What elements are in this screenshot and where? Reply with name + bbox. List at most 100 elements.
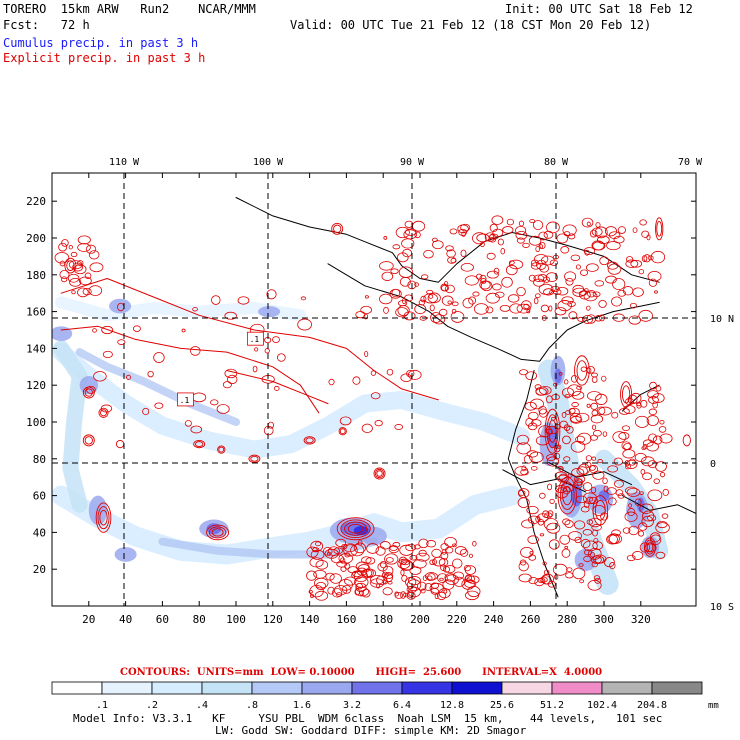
explicit-precip-contour <box>577 316 585 322</box>
explicit-precip-contour <box>485 306 494 314</box>
explicit-precip-contour <box>542 561 547 566</box>
explicit-precip-contour <box>646 234 651 241</box>
explicit-precip-contour <box>571 467 585 477</box>
explicit-precip-contour <box>489 234 494 240</box>
latitude-label: 10 S <box>710 602 734 613</box>
explicit-precip-contour <box>527 535 539 544</box>
explicit-precip-contour <box>69 278 82 287</box>
explicit-precip-contour <box>541 255 555 266</box>
model-physics: LW: Godd SW: Goddard DIFF: simple KM: 2D… <box>215 724 527 737</box>
explicit-precip-contour <box>489 236 496 243</box>
explicit-precip-contour <box>459 548 469 557</box>
precip-core-heavy <box>554 368 562 384</box>
explicit-precip-outline <box>60 325 320 414</box>
explicit-precip-contour <box>623 405 636 414</box>
explicit-precip-contour <box>539 533 545 537</box>
colorbar-label: 3.2 <box>343 700 361 711</box>
explicit-precip-contour <box>563 456 571 462</box>
explicit-precip-contour <box>551 416 556 421</box>
explicit-precip-contour <box>485 292 500 304</box>
explicit-precip-contour <box>604 226 618 237</box>
explicit-precip-contour <box>450 311 465 323</box>
explicit-precip-contour <box>632 287 644 297</box>
explicit-precip-contour <box>639 491 644 495</box>
explicit-precip-contour <box>412 559 427 569</box>
explicit-precip-contour <box>573 480 583 490</box>
explicit-precip-contour <box>472 540 477 547</box>
explicit-precip-contour <box>650 250 666 264</box>
explicit-precip-contour <box>533 297 539 305</box>
explicit-precip-contour <box>581 217 594 228</box>
explicit-precip-contour <box>611 411 619 419</box>
explicit-precip-contour <box>397 300 408 307</box>
explicit-precip-contour <box>397 558 411 569</box>
explicit-precip-contour <box>315 541 321 547</box>
explicit-precip-contour <box>594 226 608 239</box>
explicit-precip-contour <box>554 484 568 493</box>
explicit-precip-contour <box>585 263 599 272</box>
y-tick-label: 40 <box>33 526 46 539</box>
colorbar-swatch <box>101 681 153 695</box>
explicit-precip-contour <box>592 291 601 298</box>
precip-core-heavy <box>598 490 610 502</box>
explicit-precip-contour <box>60 276 68 283</box>
explicit-precip-contour <box>463 565 471 572</box>
explicit-precip-contour <box>465 574 472 582</box>
explicit-precip-contour <box>647 489 663 502</box>
explicit-precip-contour <box>444 281 449 287</box>
explicit-precip-contour <box>529 451 544 463</box>
explicit-precip-contour <box>642 444 648 450</box>
explicit-precip-contour <box>398 266 414 278</box>
explicit-precip-contour <box>403 311 416 321</box>
explicit-precip-contour <box>518 220 525 227</box>
explicit-precip-contour <box>541 573 554 585</box>
explicit-precip-contour <box>603 557 615 568</box>
explicit-precip-contour <box>596 406 606 416</box>
explicit-precip-contour <box>365 557 376 565</box>
precip-core-heavy <box>206 523 222 535</box>
explicit-precip-contour <box>568 311 578 320</box>
explicit-precip-contour <box>507 294 520 303</box>
explicit-precip-contour <box>586 403 591 408</box>
explicit-precip-contour <box>423 249 434 259</box>
longitude-label: 110 W <box>109 157 140 168</box>
explicit-precip-contour <box>585 455 592 462</box>
explicit-precip-contour <box>580 269 589 276</box>
explicit-precip-contour <box>618 432 630 440</box>
explicit-precip-contour <box>565 410 571 415</box>
explicit-precip-contour <box>655 217 664 241</box>
explicit-precip-contour <box>355 311 366 319</box>
explicit-precip-contour <box>418 538 429 549</box>
forecast-hour: Fcst: 72 h <box>3 18 90 32</box>
explicit-precip-contour <box>591 424 597 430</box>
explicit-precip-contour <box>518 488 530 499</box>
explicit-precip-contour <box>77 235 91 245</box>
explicit-precip-contour <box>300 296 307 301</box>
valid-time: Valid: 00 UTC Tue 21 Feb 12 (18 CST Mon … <box>290 18 652 32</box>
explicit-precip-contour <box>557 300 572 312</box>
precip-band-north <box>52 343 531 459</box>
explicit-precip-contour <box>560 483 575 493</box>
explicit-precip-contour <box>546 221 560 234</box>
precip-core <box>52 326 73 342</box>
explicit-precip-contour <box>543 230 554 239</box>
explicit-precip-contour <box>516 286 526 297</box>
explicit-precip-contour <box>364 351 369 357</box>
explicit-precip-contour <box>379 261 394 271</box>
explicit-precip-contour <box>208 526 227 539</box>
explicit-precip-contour <box>525 417 534 427</box>
explicit-precip-contour <box>606 241 621 251</box>
explicit-precip-contour <box>682 434 691 447</box>
explicit-precip-contour <box>594 556 602 564</box>
explicit-precip-contour <box>662 488 669 496</box>
explicit-precip-contour <box>648 433 658 443</box>
explicit-precip-contour <box>586 496 594 502</box>
explicit-precip-contour <box>453 576 465 588</box>
explicit-precip-contour <box>529 219 536 224</box>
explicit-precip-contour <box>460 249 467 258</box>
explicit-precip-contour <box>441 295 454 306</box>
explicit-precip-contour <box>126 374 131 380</box>
explicit-precip-contour <box>384 553 399 565</box>
explicit-precip-contour <box>528 411 539 421</box>
explicit-precip-contour <box>607 261 619 270</box>
